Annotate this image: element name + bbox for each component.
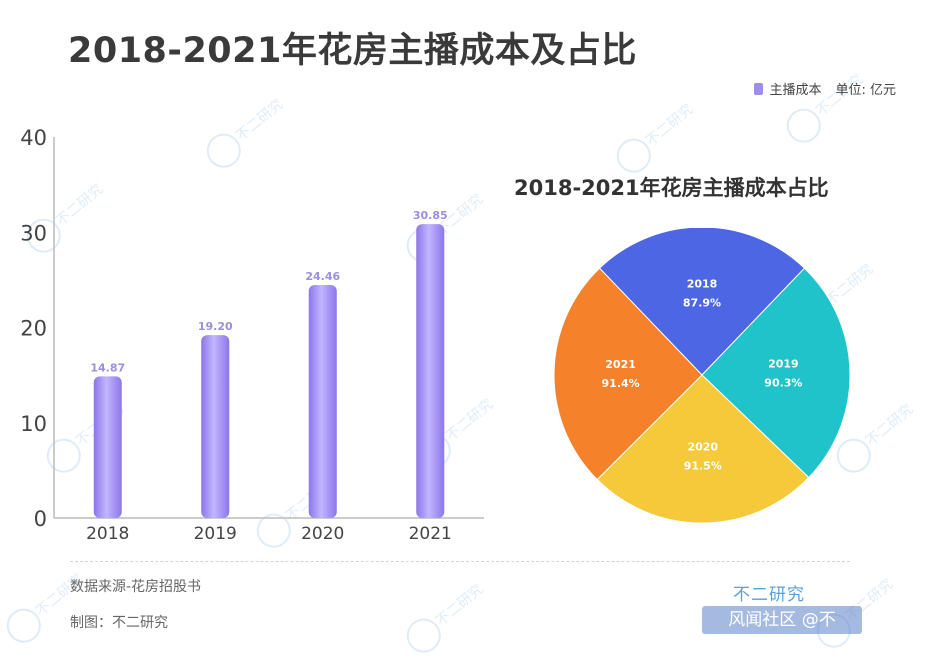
legend-series-label: 主播成本 [769,83,822,98]
watermark: 不二研究 [399,574,492,660]
pie-slice-value: 90.3% [764,376,802,389]
legend-swatch [754,82,764,95]
y-tick-label: 30 [20,221,47,245]
pie-slice-label: 2019 [768,357,799,370]
pie-slice-label: 2021 [605,358,636,371]
bar [416,224,445,518]
pie-slice [596,374,810,524]
bar [308,285,337,518]
pie-chart: 2018 87.9% 2019 90.3% 2020 91.5% 2021 91.4% [553,228,851,524]
pie-slice-label: 2020 [687,440,718,453]
y-tick-label: 0 [34,507,47,531]
watermark: 不二研究 [779,64,872,150]
pie-chart-title: 2018-2021年花房主播成本占比 [514,176,829,200]
bar-value-label: 30.85 [413,209,448,222]
chart-maker: 制图：不二研究 [70,615,168,631]
pie-slice [598,228,806,376]
divider [70,561,850,562]
bar-chart: 0 10 20 30 40 14.87 2018 19.20 2019 24.46 2020 30.8… [20,126,484,544]
x-tick-label: 2018 [86,524,129,544]
watermark: 不二研究 [609,94,702,180]
pie-slice-label: 2018 [687,278,718,291]
bar [93,376,122,518]
brand-logo-text: 不二研究 [733,585,805,605]
y-tick-label: 10 [20,412,47,436]
y-tick-label: 20 [20,317,47,341]
bar-value-label: 19.20 [198,320,233,333]
legend-unit: 单位: 亿元 [835,83,896,98]
pie-slice-value: 91.5% [684,459,722,472]
pie-slice-value: 91.4% [602,377,640,390]
y-tick-label: 40 [20,126,47,150]
bar-value-label: 14.87 [90,361,125,374]
pie-slice [701,267,851,479]
bar-value-label: 24.46 [305,270,340,283]
x-tick-label: 2019 [194,524,237,544]
data-source: 数据来源-花房招股书 [70,579,202,595]
pie-slice [553,267,703,481]
x-tick-label: 2021 [409,524,452,544]
page-title: 2018-2021年花房主播成本及占比 [68,31,637,71]
legend: 主播成本 单位: 亿元 [754,79,896,98]
pie-slice-value: 87.9% [683,297,721,310]
community-badge: 风闻社区 @不 [702,606,862,634]
bar [201,335,230,518]
x-tick-label: 2020 [301,524,344,544]
